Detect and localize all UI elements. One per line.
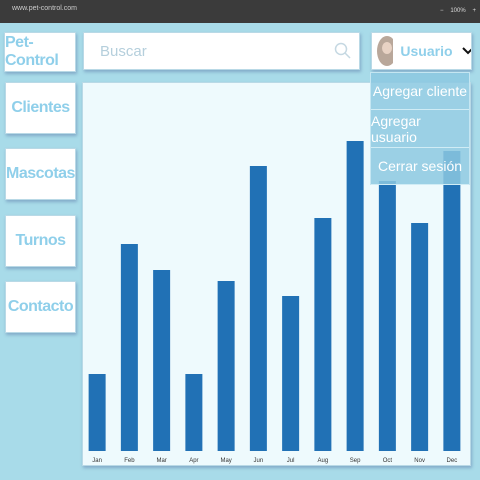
x-tick-label: Jan	[92, 458, 102, 464]
bar	[120, 244, 138, 451]
chart: Jan Feb Mar Apr May Jun Jul Aug Sep Oct Nov Dec	[88, 141, 461, 464]
x-tick-label: Aug	[318, 458, 329, 464]
nav-item[interactable]: Turnos	[5, 215, 76, 267]
x-tick-label: Mar	[156, 458, 166, 464]
x-tick-label: Dec	[447, 458, 458, 464]
x-tick-label: May	[220, 458, 231, 464]
search-placeholder: Buscar	[100, 43, 147, 60]
x-tick-label: Feb	[124, 458, 135, 464]
browser-bar: www.pet-control.com −100% +	[0, 0, 480, 23]
nav-item[interactable]: Clientes	[5, 82, 76, 134]
bar	[443, 151, 461, 451]
bar	[153, 270, 171, 451]
chart-panel: Jan Feb Mar Apr May Jun Jul Aug Sep Oct Nov Dec	[82, 82, 471, 466]
menu-item[interactable]: Agregar cliente	[371, 73, 469, 110]
bar	[88, 374, 106, 451]
x-tick-label: Oct	[383, 458, 393, 464]
zoom[interactable]: −100% +	[440, 8, 476, 14]
bar	[378, 181, 396, 451]
bar	[185, 374, 203, 451]
menu-item[interactable]: Agregar usuario	[371, 111, 469, 148]
x-tick-label: Sep	[350, 458, 361, 464]
avatar	[377, 36, 394, 66]
user-button[interactable]: Usuario	[371, 32, 472, 70]
menu-item[interactable]: Cerrar sesión	[371, 148, 469, 185]
search-icon	[334, 42, 351, 59]
user-menu: Agregar cliente Agregar usuario Cerrar ses…	[370, 72, 470, 185]
bar	[346, 141, 364, 451]
nav-item[interactable]: Contacto	[5, 281, 76, 333]
bar	[217, 281, 235, 451]
nav-item[interactable]: Mascotas	[5, 148, 76, 200]
url[interactable]: www.pet-control.com	[12, 5, 77, 12]
bar	[282, 296, 300, 451]
bar	[411, 223, 429, 451]
search-box[interactable]: Buscar	[83, 32, 360, 70]
caret	[461, 47, 471, 55]
x-tick-label: Nov	[414, 458, 425, 464]
zoom-level: 100%	[450, 8, 466, 14]
bar	[314, 218, 332, 451]
x-tick-label: Apr	[189, 458, 198, 464]
logo[interactable]: Pet-Control	[4, 32, 76, 72]
bar	[249, 166, 267, 451]
x-tick-label: Jun	[254, 458, 264, 464]
x-tick-label: Jul	[287, 458, 295, 464]
user-name: Usuario	[400, 43, 453, 59]
